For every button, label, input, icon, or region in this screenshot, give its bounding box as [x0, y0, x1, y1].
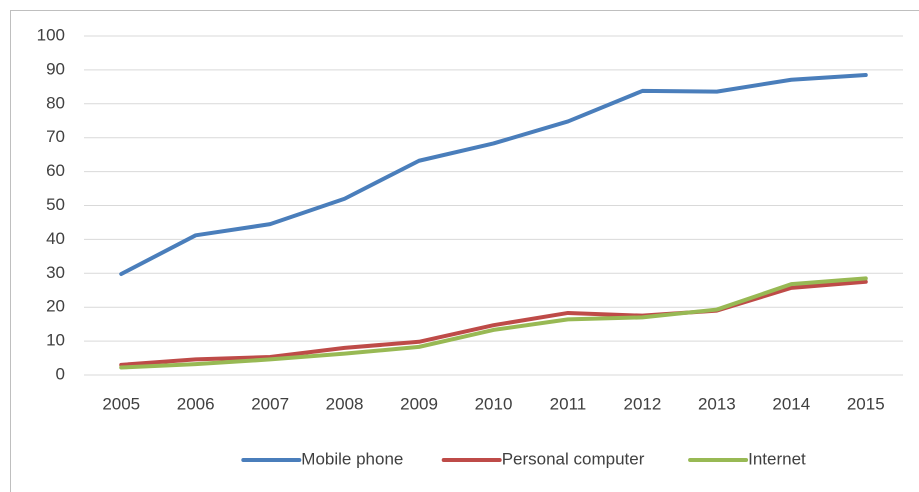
y-tick-label: 70 [46, 127, 65, 146]
y-tick-label: 60 [46, 161, 65, 180]
x-tick-label: 2013 [698, 394, 736, 413]
y-tick-label: 20 [46, 297, 65, 316]
y-tick-label: 40 [46, 229, 65, 248]
y-tick-label: 50 [46, 195, 65, 214]
y-tick-label: 0 [56, 364, 65, 383]
y-tick-label: 80 [46, 93, 65, 112]
y-tick-label: 30 [46, 263, 65, 282]
x-tick-label: 2010 [475, 394, 513, 413]
y-tick-label: 10 [46, 331, 65, 350]
x-tick-label: 2005 [102, 394, 140, 413]
legend-label: Internet [748, 449, 806, 468]
series-line [119, 276, 868, 370]
y-tick-label: 100 [37, 25, 65, 44]
x-tick-label: 2012 [623, 394, 661, 413]
x-tick-label: 2015 [847, 394, 885, 413]
y-tick-label: 90 [46, 59, 65, 78]
x-tick-label: 2009 [400, 394, 438, 413]
legend-label: Mobile phone [301, 449, 403, 468]
x-tick-label: 2014 [772, 394, 810, 413]
series-line [119, 72, 868, 276]
x-tick-label: 2008 [326, 394, 364, 413]
legend-label: Personal computer [502, 449, 645, 468]
x-tick-label: 2007 [251, 394, 289, 413]
x-tick-label: 2006 [177, 394, 215, 413]
x-tick-label: 2011 [550, 394, 587, 413]
